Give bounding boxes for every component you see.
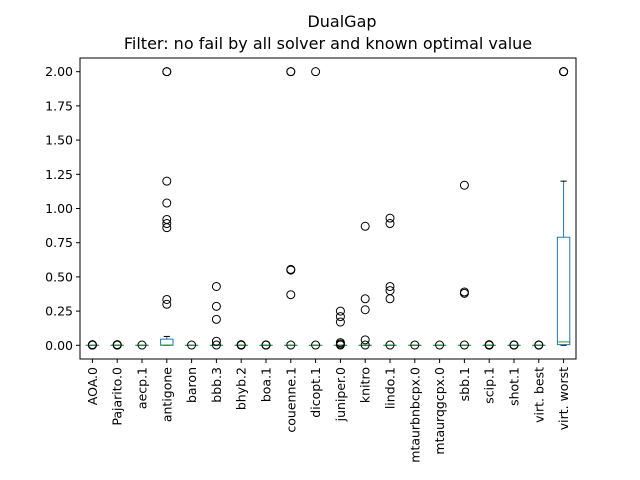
x-tick-label: knitro — [358, 367, 373, 403]
outlier-point — [236, 340, 246, 350]
outlier-point — [385, 213, 395, 223]
outlier-point — [286, 264, 296, 274]
x-tick-label: lindo.1 — [383, 367, 398, 409]
outlier-point — [459, 287, 469, 297]
outlier-point — [484, 340, 494, 350]
outlier-point — [162, 294, 172, 304]
outlier-point — [534, 340, 544, 350]
plot-area: 0.00 0.25 0.50 0.75 1.00 1.25 1.50 1.75 2.00 AOA.… — [45, 64, 571, 463]
x-tick-label: scip.1 — [482, 367, 497, 404]
outlier-point — [335, 312, 345, 322]
box — [556, 236, 571, 346]
x-tick-label: virt. best — [531, 367, 546, 423]
x-tick-label: mtaurqgcpx.0 — [432, 367, 447, 455]
outlier-point — [360, 340, 370, 350]
outlier-point — [187, 340, 197, 350]
outlier-point — [211, 281, 221, 291]
outlier-point — [211, 336, 221, 346]
outlier-point — [211, 314, 221, 324]
x-tick-label: AOA.0 — [85, 367, 100, 405]
x-tick-label: juniper.0 — [333, 367, 348, 422]
x-tick-label: couenne.1 — [283, 367, 298, 433]
x-tick-label: sbb.1 — [457, 367, 472, 401]
outlier-point — [211, 301, 221, 311]
outlier-point — [162, 214, 172, 224]
outlier-point — [360, 221, 370, 231]
outlier-point — [335, 306, 345, 316]
outlier-point — [311, 340, 321, 350]
x-tick-label: boa.1 — [259, 367, 274, 402]
outlier-point — [162, 219, 172, 229]
outlier-point — [385, 294, 395, 304]
outlier-point — [459, 340, 469, 350]
outlier-point — [459, 180, 469, 190]
y-tick-label: 1.75 — [45, 98, 73, 113]
outlier-point — [385, 219, 395, 229]
outlier-point — [112, 340, 122, 350]
outlier-point — [385, 340, 395, 350]
plot-frame — [79, 57, 577, 360]
outlier-point — [137, 340, 147, 350]
y-tick-label: 1.50 — [45, 133, 73, 148]
outlier-point — [162, 176, 172, 186]
outlier-point — [335, 317, 345, 327]
y-tick-label: 0.25 — [45, 304, 73, 319]
x-tick-label: antigone — [159, 367, 174, 422]
outlier-point — [435, 340, 445, 350]
y-tick-label: 0.50 — [45, 269, 73, 284]
outlier-point — [410, 340, 420, 350]
outlier-point — [509, 340, 519, 350]
chart-subtitle: Filter: no fail by all solver and known … — [124, 34, 532, 53]
x-tick-label: shot.1 — [507, 367, 522, 406]
y-tick-label: 1.25 — [45, 167, 73, 182]
outlier-point — [385, 281, 395, 291]
x-tick-label: bhyb.2 — [234, 367, 249, 410]
x-tick-label: dicopt.1 — [308, 367, 323, 418]
x-tick-label: mtaurbnbcpx.0 — [407, 367, 422, 463]
box — [160, 338, 174, 346]
outlier-point — [360, 305, 370, 315]
outlier-point — [286, 340, 296, 350]
chart-title: DualGap — [307, 12, 376, 31]
outlier-point — [286, 290, 296, 300]
outlier-point — [360, 335, 370, 345]
outlier-point — [311, 67, 321, 77]
outlier-point — [360, 294, 370, 304]
y-tick-label: 0.75 — [45, 235, 73, 250]
outlier-point — [286, 67, 296, 77]
y-tick-label: 2.00 — [45, 64, 73, 79]
y-tick-label: 0.00 — [45, 338, 73, 353]
y-tick-label: 1.00 — [45, 201, 73, 216]
outlier-point — [87, 340, 97, 350]
x-tick-label: bbb.3 — [209, 367, 224, 403]
x-tick-label: baron — [184, 367, 199, 403]
outlier-point — [335, 338, 345, 348]
outlier-point — [162, 299, 172, 309]
x-tick-label: aecp.1 — [135, 367, 150, 409]
x-tick-label: Pajarito.0 — [110, 367, 125, 426]
x-tick-label: virt. worst — [556, 367, 571, 430]
outlier-point — [162, 198, 172, 208]
outlier-point — [211, 340, 221, 350]
outlier-point — [385, 286, 395, 296]
outlier-point — [559, 67, 569, 77]
outlier-point — [261, 340, 271, 350]
outlier-point — [162, 67, 172, 77]
